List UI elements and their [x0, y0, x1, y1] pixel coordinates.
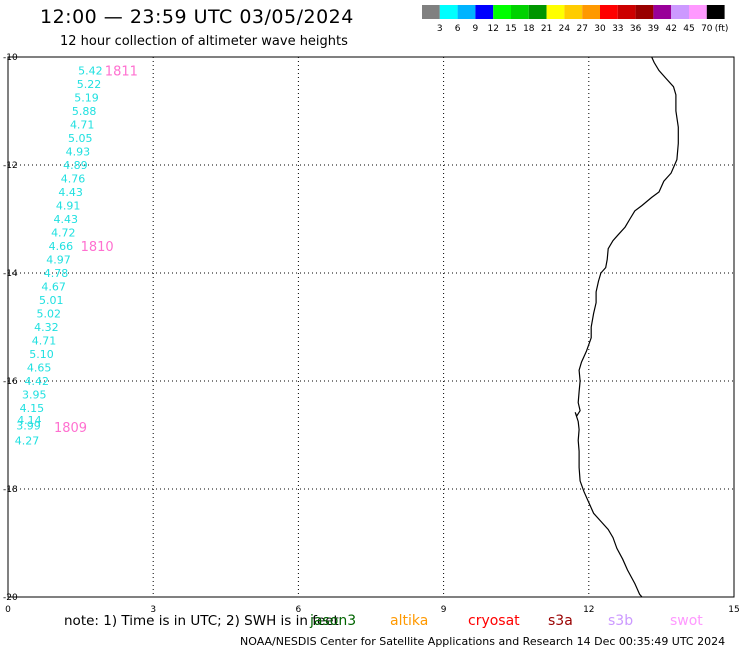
- credit-footer: NOAA/NESDIS Center for Satellite Applica…: [240, 635, 726, 648]
- wave-height-value: 4.71: [32, 335, 57, 348]
- wave-height-value: 5.19: [74, 92, 99, 105]
- wave-height-value: 4.27: [15, 434, 40, 447]
- coastline: [574, 56, 679, 598]
- legend-tick-label: 12: [487, 24, 498, 34]
- legend-tick-label: 15: [505, 24, 516, 34]
- legend-swatch: [511, 5, 529, 19]
- wave-height-labels: 5.425.225.195.884.715.054.934.894.764.43…: [15, 65, 103, 448]
- lon-tick-label: 12: [583, 605, 594, 615]
- lon-tick-label: 6: [296, 605, 302, 615]
- legend-tick-label: 21: [541, 24, 552, 34]
- legend-swatch: [706, 5, 725, 19]
- legend-swatch: [422, 5, 440, 19]
- legend-tick-label: 9: [473, 24, 479, 34]
- pass-labels: 1811 1810 1809: [54, 65, 138, 436]
- map-frame: [7, 56, 735, 598]
- legend-tick-label: 30: [594, 24, 606, 34]
- wave-height-value: 3.95: [22, 389, 47, 402]
- lat-tick-label: -14: [3, 269, 18, 279]
- wave-height-value: 4.42: [24, 375, 49, 388]
- lon-tick-label: 15: [728, 605, 739, 615]
- wave-height-value: 4.91: [56, 200, 81, 213]
- wave-height-value: 5.02: [37, 308, 62, 321]
- pass-number-label: 1811: [105, 65, 138, 80]
- wave-height-value: 4.76: [61, 173, 85, 186]
- wave-height-value: 3.99: [16, 419, 41, 432]
- legend-swatch: [617, 5, 636, 19]
- wave-height-value: 5.22: [77, 78, 102, 91]
- legend-swatch: [546, 5, 565, 19]
- wave-height-value: 5.10: [29, 348, 53, 361]
- lon-tick-label: 0: [5, 605, 11, 615]
- lat-tick-label: -16: [3, 377, 18, 387]
- page-subtitle: 12 hour collection of altimeter wave hei…: [60, 34, 348, 49]
- legend-tick-label: 36: [630, 24, 642, 34]
- wave-height-value: 4.71: [70, 119, 95, 132]
- legend-swatch: [689, 5, 707, 19]
- legend-swatch: [653, 5, 672, 19]
- map-grid: [8, 57, 734, 597]
- legend-swatch: [582, 5, 600, 19]
- legend-tick-label: 33: [612, 24, 623, 34]
- legend-swatch: [600, 5, 618, 19]
- wave-height-value: 4.67: [41, 281, 65, 294]
- note-line: note: 1) Time is in UTC; 2) SWH is in fe…: [64, 613, 339, 629]
- lat-tick-label: -10: [3, 53, 18, 63]
- legend-tick-label: 18: [523, 24, 535, 34]
- legend-tick-label: 70: [701, 24, 713, 34]
- legend-swatch: [493, 5, 511, 19]
- legend-swatch: [528, 5, 547, 19]
- legend-swatch: [475, 5, 494, 19]
- coastline-path: [574, 56, 679, 598]
- wave-height-value: 4.15: [20, 402, 44, 415]
- wave-height-value: 4.32: [34, 321, 59, 334]
- page-title: 12:00 — 23:59 UTC 03/05/2024: [40, 6, 354, 28]
- lat-tick-label: -20: [3, 593, 18, 603]
- legend-swatch: [457, 5, 476, 19]
- lon-tick-label: 3: [150, 605, 156, 615]
- wave-height-value: 4.78: [44, 267, 69, 280]
- wave-height-value: 4.65: [27, 362, 52, 375]
- wave-height-value: 4.43: [53, 213, 78, 226]
- note-text: note: 1) Time is in UTC; 2) SWH is in fe…: [64, 613, 339, 629]
- legend-tick-label: 45: [683, 24, 694, 34]
- color-legend: 3 6 9 12 15 18 21 24 27 30 33 36 39 42 45 70 (ft): [422, 5, 728, 34]
- legend-tick-label: 39: [648, 24, 660, 34]
- wave-height-value: 5.01: [39, 294, 64, 307]
- wave-height-value: 4.72: [51, 227, 76, 240]
- lon-tick-label: 9: [441, 605, 447, 615]
- wave-height-value: 4.43: [58, 186, 83, 199]
- wave-height-value: 4.14: [17, 414, 42, 427]
- legend-unit-label: (ft): [715, 24, 729, 34]
- pass-number-label: 1809: [54, 421, 87, 436]
- wave-height-value: 4.66: [49, 240, 74, 253]
- pass-number-label: 1810: [81, 240, 114, 255]
- legend-swatch: [671, 5, 689, 19]
- legend-tick-label: 27: [576, 24, 587, 34]
- legend-tick-label: 3: [437, 24, 443, 34]
- legend-swatch: [439, 5, 458, 19]
- lat-tick-label: -18: [3, 485, 18, 495]
- wave-height-value: 4.89: [63, 159, 87, 172]
- legend-swatch: [564, 5, 583, 19]
- legend-tick-label: 6: [455, 24, 461, 34]
- wave-height-value: 5.05: [68, 132, 93, 145]
- wave-height-value: 4.93: [66, 146, 91, 159]
- legend-tick-label: 24: [559, 24, 571, 34]
- wave-height-value: 5.88: [72, 105, 97, 118]
- lat-tick-label: -12: [3, 161, 18, 171]
- legend-swatch: [635, 5, 654, 19]
- axis-labels: 0 3 6 9 12 15 -10 -12 -14 -16 -18 -20: [3, 53, 740, 615]
- wave-height-value: 4.97: [46, 254, 71, 267]
- legend-tick-label: 42: [665, 24, 676, 34]
- wave-height-value: 5.42: [78, 65, 103, 78]
